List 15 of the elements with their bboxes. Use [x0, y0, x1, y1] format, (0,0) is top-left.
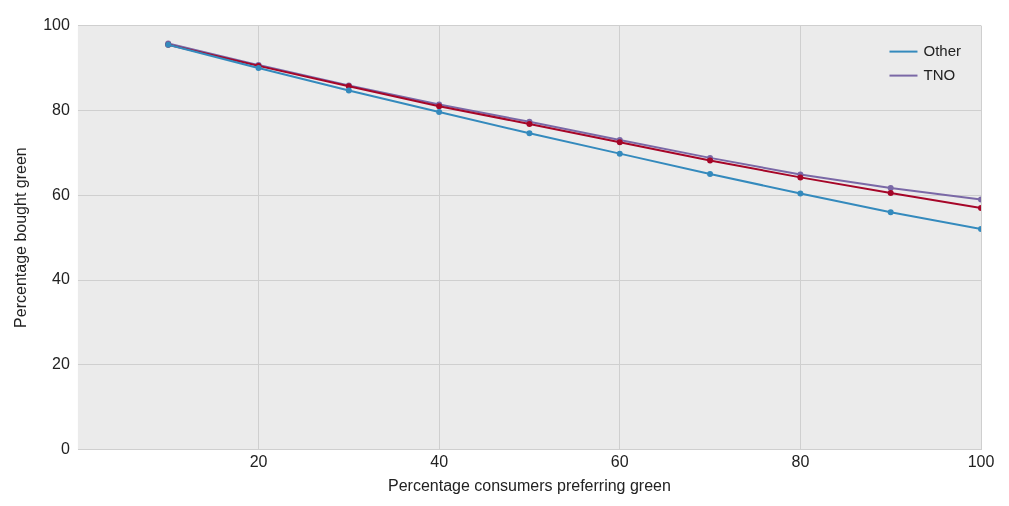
legend-label: Other	[923, 41, 961, 59]
y-tick-label: 20	[52, 355, 70, 373]
legend-label: TNO	[923, 65, 956, 83]
y-tick-label: 0	[60, 440, 70, 458]
y-tick-label: 60	[52, 185, 70, 203]
y-tick-label: 40	[52, 270, 70, 288]
x-tick-label: 40	[430, 452, 449, 470]
y-axis-title: Percentage bought green	[12, 147, 30, 328]
x-tick-label: 60	[610, 452, 629, 470]
x-tick-label: 20	[249, 452, 268, 470]
y-tick-label: 100	[43, 16, 70, 34]
y-tick-label: 80	[52, 100, 70, 118]
x-tick-label: 80	[791, 452, 810, 470]
x-tick-label: 100	[967, 452, 995, 470]
x-axis-title: Percentage consumers preferring green	[388, 476, 671, 494]
